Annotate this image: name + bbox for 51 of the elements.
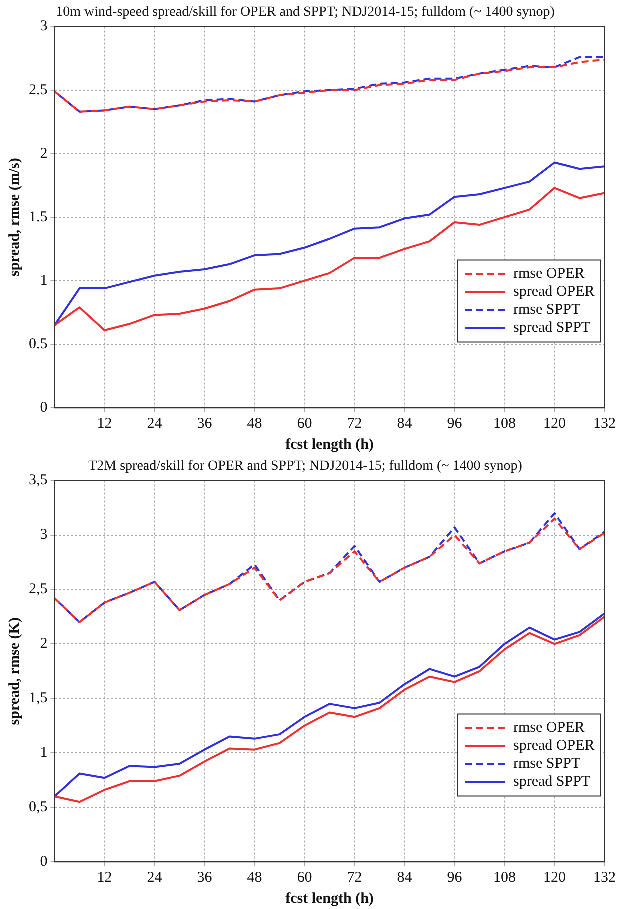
y-tick-label: 0 (40, 854, 48, 870)
x-tick-label: 12 (97, 870, 112, 886)
y-tick-label: 0 (40, 400, 48, 416)
x-tick-label: 72 (347, 416, 362, 432)
chart-title: 10m wind-speed spread/skill for OPER and SPPT; NDJ2014-15; fulldom (~ 1400 synop) (56, 5, 556, 20)
x-tick-label: 24 (147, 870, 163, 886)
y-tick-label: 1 (40, 745, 48, 762)
x-tick-label: 36 (197, 870, 213, 886)
x-tick-label: 60 (297, 416, 312, 432)
x-tick-label: 60 (297, 870, 312, 886)
y-axis-title: spread, rmse (m/s) (6, 158, 23, 277)
x-tick-label: 48 (247, 870, 262, 886)
x-tick-label: 36 (197, 416, 213, 432)
x-tick-label: 96 (447, 416, 463, 432)
x-axis-title: fcst length (h) (286, 436, 374, 453)
chart-title: T2M spread/skill for OPER and SPPT; NDJ2014-15; fulldom (~ 1400 synop) (88, 459, 523, 474)
y-tick-label: 1.5 (29, 209, 48, 226)
x-tick-label: 96 (447, 870, 463, 886)
y-tick-label: 2.5 (29, 82, 48, 98)
y-tick-label: 3,5 (29, 472, 48, 489)
legend-label: rmse OPER (514, 266, 585, 282)
legend-label: spread SPPT (514, 320, 591, 336)
y-tick-label: 2 (40, 636, 48, 652)
x-tick-label: 84 (397, 870, 413, 886)
y-axis-title: spread, rmse (K) (6, 618, 23, 726)
x-tick-label: 132 (594, 870, 616, 886)
legend-label: spread OPER (514, 284, 595, 300)
x-tick-label: 108 (494, 870, 516, 886)
x-tick-label: 84 (397, 416, 413, 432)
legend-label: rmse SPPT (514, 756, 581, 772)
x-tick-label: 120 (544, 870, 566, 886)
x-tick-label: 108 (494, 416, 516, 432)
x-tick-label: 72 (347, 870, 362, 886)
y-tick-label: 2,5 (29, 582, 48, 598)
x-axis-title: fcst length (h) (286, 890, 374, 907)
y-tick-label: 0,5 (29, 799, 48, 816)
y-tick-label: 0.5 (29, 336, 48, 352)
x-tick-label: 48 (247, 416, 262, 432)
x-tick-label: 132 (594, 416, 616, 432)
legend-label: spread OPER (514, 738, 595, 754)
legend-label: rmse SPPT (514, 302, 581, 318)
x-tick-label: 24 (147, 416, 163, 432)
legend-label: spread SPPT (514, 774, 591, 790)
y-tick-label: 3 (40, 527, 48, 544)
x-tick-label: 12 (97, 416, 112, 432)
y-tick-label: 3 (40, 18, 48, 35)
y-tick-label: 1 (40, 272, 48, 289)
legend-label: rmse OPER (514, 720, 585, 736)
y-tick-label: 2 (40, 146, 48, 162)
x-tick-label: 120 (544, 416, 566, 432)
y-tick-label: 1,5 (29, 690, 48, 707)
